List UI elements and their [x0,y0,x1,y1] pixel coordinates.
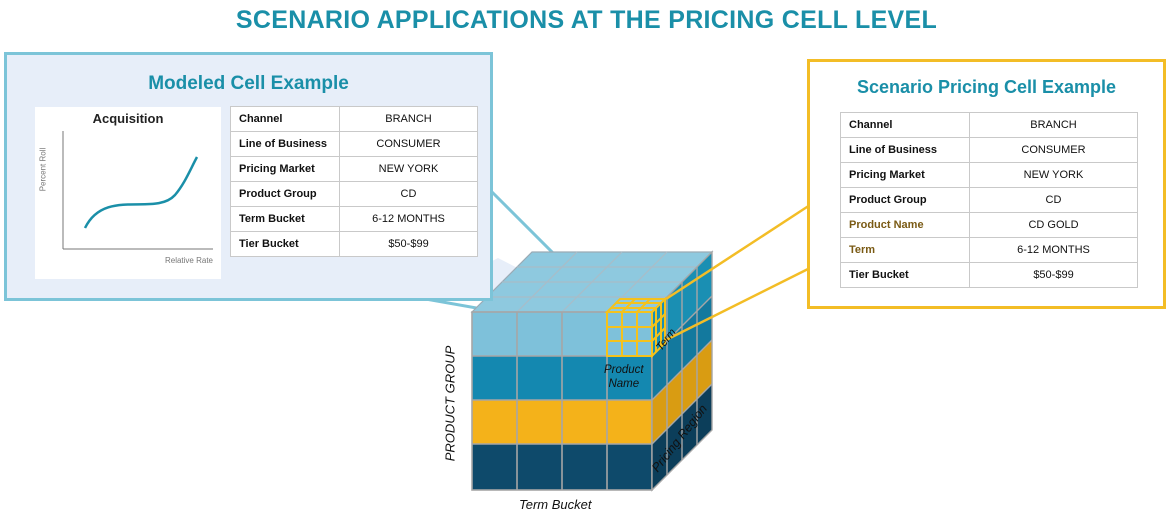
attribute-value: CD [339,181,478,207]
table-row: Product Group CD [230,181,478,207]
attribute-value: 6-12 MONTHS [969,237,1138,263]
attribute-name: Term Bucket [230,206,340,232]
highlighted-cell [604,296,668,359]
table-row: Line of Business CONSUMER [230,131,478,157]
product-group-axis-label: PRODUCT GROUP [442,345,458,462]
product-name-cell-label: Product Name [604,363,644,391]
attribute-value: CD GOLD [969,212,1138,238]
product-name-label-line-1: Product [604,364,644,376]
attribute-name: Line of Business [230,131,340,157]
term-bucket-axis-label: Term Bucket [519,497,592,512]
acquisition-chart-curve [83,156,199,229]
attribute-value: $50-$99 [969,262,1138,288]
acquisition-chart: Acquisition Percent Roll Relative Rate [35,107,221,279]
acquisition-chart-xlabel: Relative Rate [164,256,213,265]
page-title: SCENARIO APPLICATIONS AT THE PRICING CEL… [235,6,938,34]
table-row: Tier Bucket $50-$99 [230,231,478,257]
attribute-value: $50-$99 [339,231,478,257]
table-row: Term Bucket 6-12 MONTHS [230,206,478,232]
attribute-name: Tier Bucket [230,231,340,257]
scenario-cell-panel: Scenario Pricing Cell Example Channel BRA… [807,59,1166,309]
attribute-name: Channel [230,106,340,132]
attribute-value: CD [969,187,1138,213]
attribute-value: CONSUMER [339,131,478,157]
attribute-value: NEW YORK [969,162,1138,188]
table-row: Term 6-12 MONTHS [840,237,1138,263]
attribute-name: Term [840,237,970,263]
attribute-name: Product Name [840,212,970,238]
cube-right-grid [651,250,713,492]
acquisition-chart-plot [62,131,213,250]
table-row: Product Name CD GOLD [840,212,1138,238]
attribute-name: Product Group [840,187,970,213]
table-row: Tier Bucket $50-$99 [840,262,1138,288]
scenario-cell-table: Channel BRANCH Line of Business CONSUMER Pri… [840,112,1138,288]
attribute-value: BRANCH [339,106,478,132]
right-callout-edge-2 [665,266,811,342]
attribute-value: CONSUMER [969,137,1138,163]
table-row: Channel BRANCH [230,106,478,132]
modeled-cell-panel: Modeled Cell Example Acquisition Percent… [4,52,493,301]
table-row: Product Group CD [840,187,1138,213]
acquisition-chart-title: Acquisition [92,111,164,126]
table-row: Pricing Market NEW YORK [230,156,478,182]
attribute-value: 6-12 MONTHS [339,206,478,232]
attribute-name: Channel [840,112,970,138]
attribute-name: Product Group [230,181,340,207]
attribute-name: Pricing Market [230,156,340,182]
attribute-name: Line of Business [840,137,970,163]
modeled-cell-table: Channel BRANCH Line of Business CONSUMER Pri… [230,106,478,257]
attribute-name: Tier Bucket [840,262,970,288]
modeled-cell-title: Modeled Cell Example [148,73,349,94]
product-name-label-line-2: Name [608,378,640,390]
attribute-name: Pricing Market [840,162,970,188]
right-callout-edge-1 [665,203,811,301]
table-row: Pricing Market NEW YORK [840,162,1138,188]
attribute-value: NEW YORK [339,156,478,182]
scenario-cell-title: Scenario Pricing Cell Example [856,77,1117,97]
table-row: Line of Business CONSUMER [840,137,1138,163]
attribute-value: BRANCH [969,112,1138,138]
table-row: Channel BRANCH [840,112,1138,138]
